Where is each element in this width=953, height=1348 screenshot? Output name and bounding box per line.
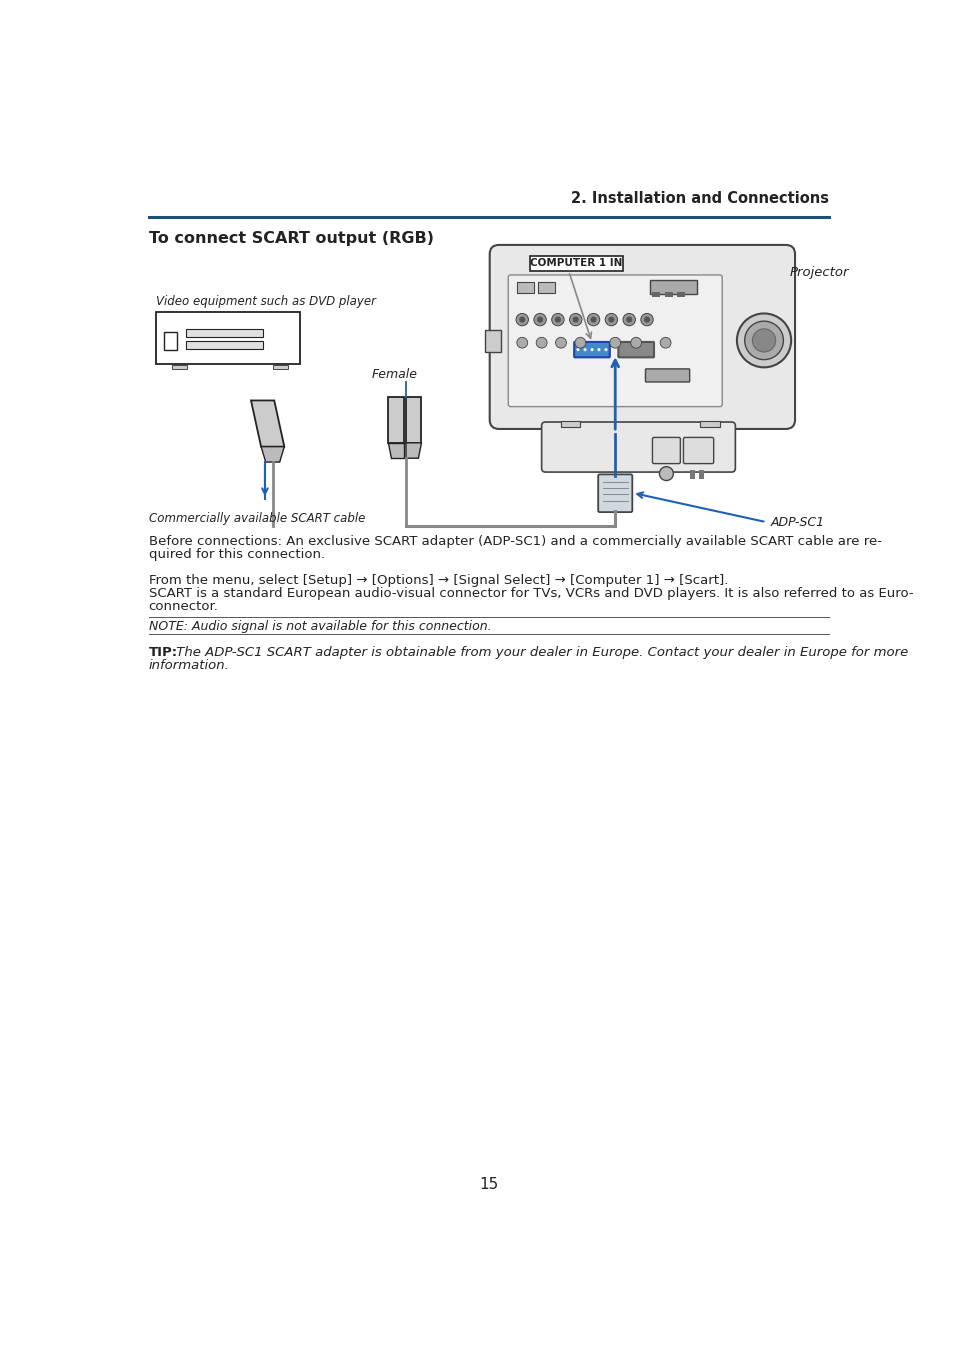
Bar <box>530 256 622 271</box>
Circle shape <box>736 314 790 368</box>
Circle shape <box>604 314 617 326</box>
Text: SCART is a standard European audio-visual connector for TVs, VCRs and DVD player: SCART is a standard European audio-visua… <box>149 586 912 600</box>
Bar <box>164 332 176 350</box>
Polygon shape <box>388 442 403 458</box>
Circle shape <box>752 329 775 352</box>
Bar <box>677 293 684 298</box>
Polygon shape <box>406 442 421 458</box>
Text: To connect SCART output (RGB): To connect SCART output (RGB) <box>149 231 434 247</box>
Bar <box>700 421 720 427</box>
Circle shape <box>517 337 527 348</box>
Text: 2. Installation and Connections: 2. Installation and Connections <box>571 191 828 206</box>
Text: Projector: Projector <box>789 266 848 279</box>
Text: Video equipment such as DVD player: Video equipment such as DVD player <box>156 295 376 309</box>
FancyBboxPatch shape <box>652 437 679 464</box>
Text: Before connections: An exclusive SCART adapter (ADP-SC1) and a commercially avai: Before connections: An exclusive SCART a… <box>149 535 881 549</box>
Bar <box>186 341 263 349</box>
FancyBboxPatch shape <box>618 342 654 357</box>
Text: Female: Female <box>371 368 416 381</box>
Circle shape <box>555 317 560 322</box>
Circle shape <box>659 337 670 348</box>
Text: information.: information. <box>149 659 230 673</box>
Circle shape <box>590 348 593 352</box>
Circle shape <box>622 314 635 326</box>
Circle shape <box>516 314 528 326</box>
FancyBboxPatch shape <box>541 422 735 472</box>
Polygon shape <box>261 446 284 462</box>
Text: quired for this connection.: quired for this connection. <box>149 549 324 561</box>
Circle shape <box>630 337 641 348</box>
Polygon shape <box>388 396 403 442</box>
Circle shape <box>625 317 632 322</box>
Circle shape <box>536 337 546 348</box>
Bar <box>156 311 299 364</box>
Circle shape <box>572 317 578 322</box>
FancyBboxPatch shape <box>598 474 632 512</box>
Circle shape <box>590 317 596 322</box>
Circle shape <box>537 317 542 322</box>
FancyBboxPatch shape <box>574 342 609 357</box>
Circle shape <box>643 317 649 322</box>
FancyBboxPatch shape <box>682 437 713 464</box>
Circle shape <box>597 348 599 352</box>
Circle shape <box>569 314 581 326</box>
Bar <box>690 469 695 479</box>
Bar <box>664 293 672 298</box>
Circle shape <box>608 317 614 322</box>
Text: COMPUTER 1 IN: COMPUTER 1 IN <box>530 259 622 268</box>
Circle shape <box>551 314 563 326</box>
Polygon shape <box>406 396 421 442</box>
Text: 15: 15 <box>478 1177 498 1192</box>
Bar <box>186 329 263 337</box>
Polygon shape <box>251 400 284 446</box>
Circle shape <box>575 337 585 348</box>
Bar <box>652 293 659 298</box>
Text: From the menu, select [Setup] → [Options] → [Signal Select] → [Computer 1] → [Sc: From the menu, select [Setup] → [Options… <box>149 574 727 586</box>
Bar <box>273 365 288 369</box>
Text: Commercially available SCART cable: Commercially available SCART cable <box>149 512 365 526</box>
Circle shape <box>576 348 579 352</box>
FancyBboxPatch shape <box>489 245 794 429</box>
Circle shape <box>744 321 782 360</box>
Bar <box>484 330 500 352</box>
Text: ADP-SC1: ADP-SC1 <box>769 516 823 528</box>
Bar <box>537 282 555 293</box>
Bar <box>172 365 187 369</box>
Text: NOTE: Audio signal is not available for this connection.: NOTE: Audio signal is not available for … <box>149 620 491 634</box>
Circle shape <box>640 314 653 326</box>
Circle shape <box>534 314 546 326</box>
Circle shape <box>555 337 566 348</box>
FancyBboxPatch shape <box>645 369 689 381</box>
Circle shape <box>659 466 673 480</box>
Circle shape <box>609 337 620 348</box>
Text: TIP:: TIP: <box>149 646 177 659</box>
Bar <box>699 469 703 479</box>
FancyBboxPatch shape <box>508 275 721 407</box>
Text: connector.: connector. <box>149 600 218 613</box>
Bar <box>560 421 579 427</box>
Bar <box>517 282 534 293</box>
Circle shape <box>604 348 607 352</box>
Circle shape <box>587 314 599 326</box>
Circle shape <box>518 317 525 322</box>
Bar <box>649 280 696 294</box>
Text: The ADP-SC1 SCART adapter is obtainable from your dealer in Europe. Contact your: The ADP-SC1 SCART adapter is obtainable … <box>172 646 907 659</box>
Circle shape <box>583 348 586 352</box>
